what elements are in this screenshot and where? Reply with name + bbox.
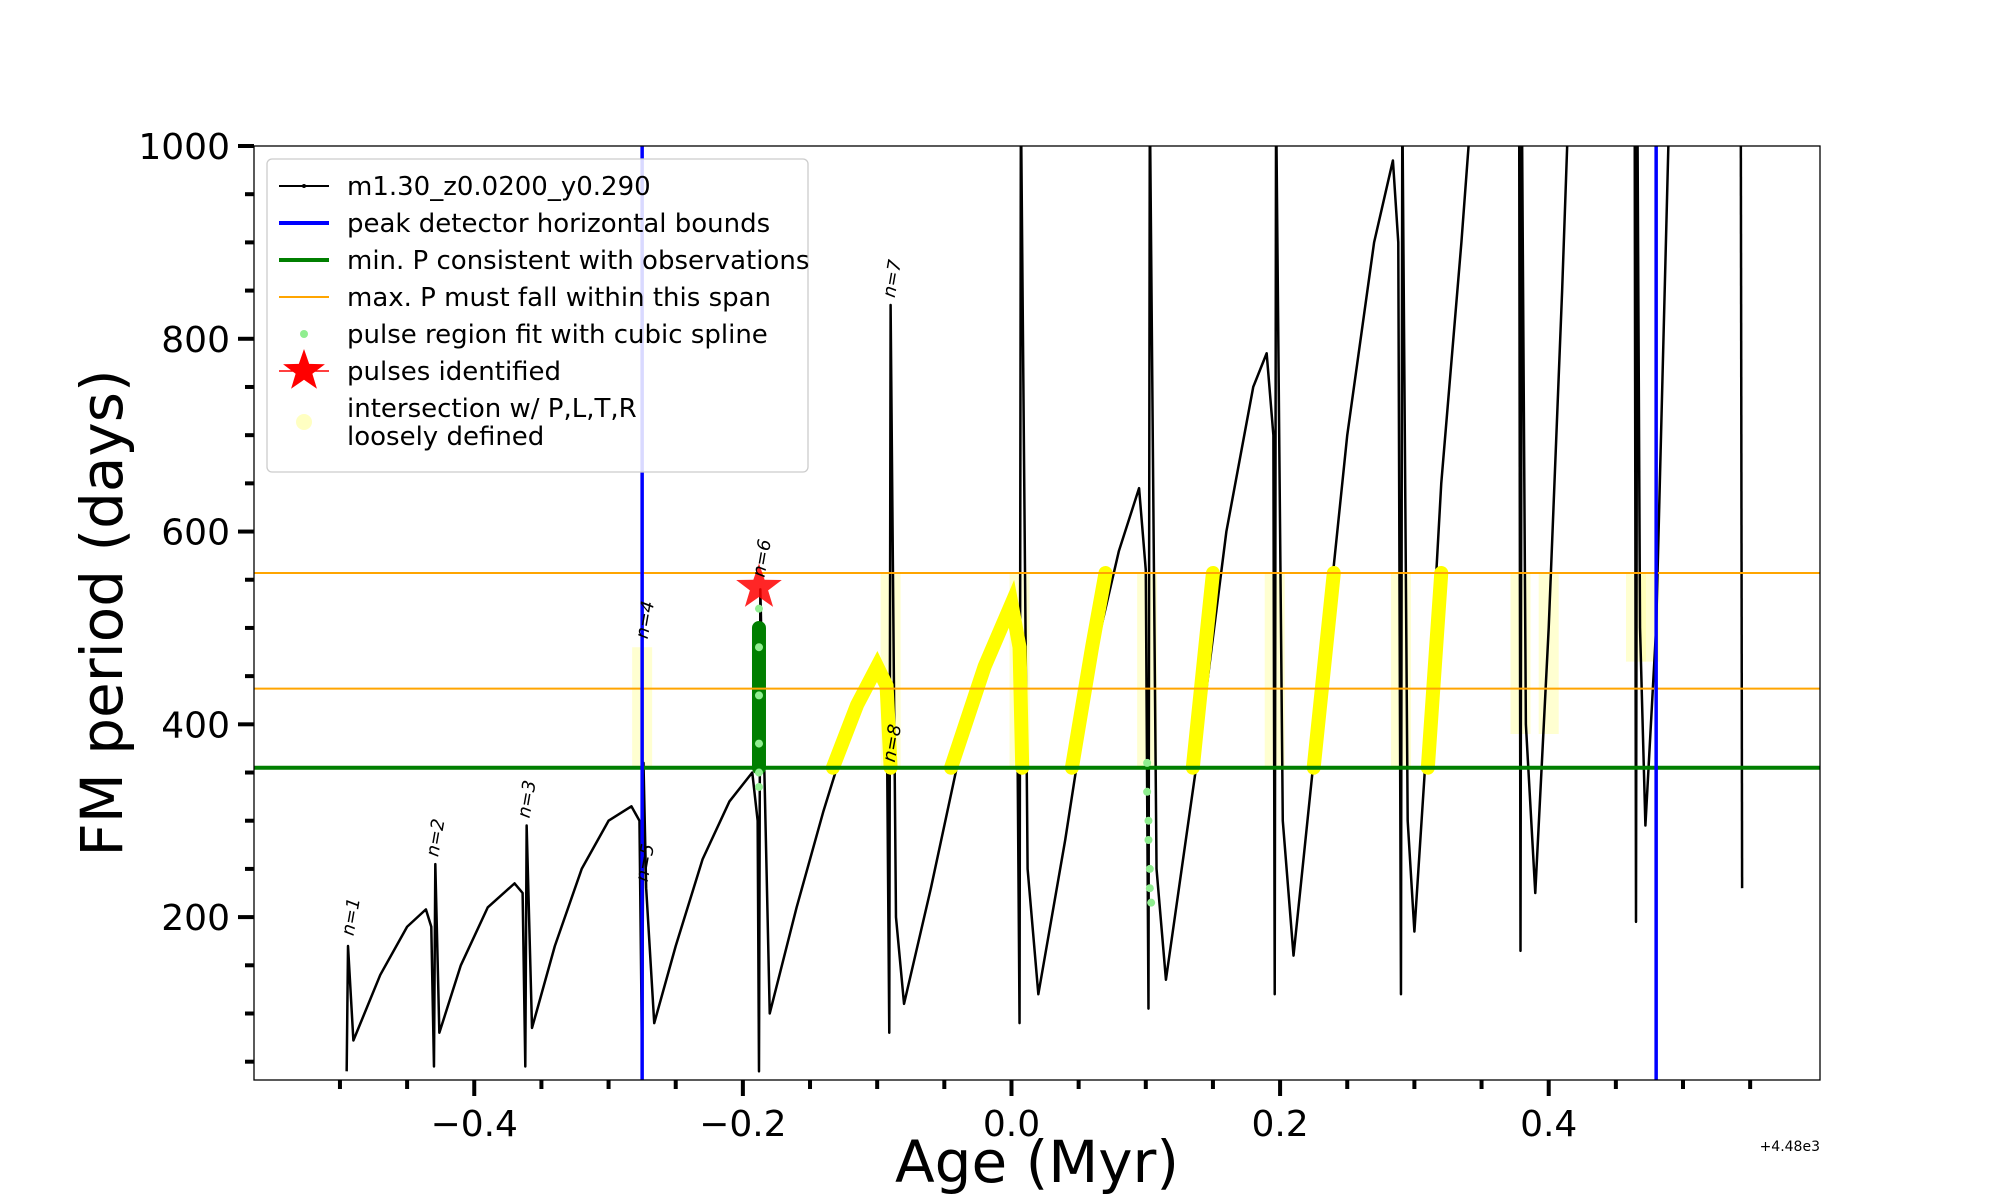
legend-label: peak detector horizontal bounds xyxy=(347,209,770,239)
y-tick-label: 1000 xyxy=(138,127,230,168)
fit-segment xyxy=(1306,565,1341,775)
legend-marker xyxy=(302,184,306,188)
legend-label: pulses identified xyxy=(347,357,561,387)
y-tick-label: 800 xyxy=(161,320,230,361)
pulse-star xyxy=(736,563,782,607)
spline-point xyxy=(754,768,763,777)
legend-label: m1.30_z0.0200_y0.290 xyxy=(347,172,651,202)
fit-segment xyxy=(1064,565,1113,775)
spline-point xyxy=(754,604,763,613)
axes: −0.4 −0.2 0.0 0.2 0.4 200 400 600 800 1000 xyxy=(138,127,1753,1145)
legend-label: pulse region fit with cubic spline xyxy=(347,320,768,350)
model-line xyxy=(1517,146,1569,953)
legend-box xyxy=(266,158,809,473)
y-axis-label: FM period (days) xyxy=(68,369,136,856)
y-tick-label: 400 xyxy=(161,705,230,746)
spline-point xyxy=(1144,816,1153,825)
spline-point xyxy=(754,782,763,791)
spline-point xyxy=(754,739,763,748)
x-tick-label: −0.4 xyxy=(431,1104,518,1145)
y-tick-label: 600 xyxy=(161,513,230,554)
spline-point xyxy=(754,643,763,652)
x-tick-label: 0.0 xyxy=(983,1104,1040,1145)
spline-point xyxy=(1144,835,1153,844)
spline-point xyxy=(1143,758,1152,767)
model-line xyxy=(345,146,1470,1073)
axes-frame xyxy=(253,145,1821,1081)
legend-label: max. P must fall within this span xyxy=(347,283,771,313)
fit-segment xyxy=(944,579,1030,775)
x-axis-label: Age (Myr) xyxy=(895,1128,1179,1196)
legend-marker xyxy=(296,414,312,430)
legend-label: min. P consistent with observations xyxy=(347,246,809,276)
plot-area: n=1n=2n=3n=4n=5n=6n=7n=8 xyxy=(254,146,1820,1080)
spline-point xyxy=(1145,884,1154,893)
x-tick-label: 0.2 xyxy=(1251,1104,1308,1145)
legend-marker xyxy=(283,349,325,389)
model-line xyxy=(1739,146,1744,889)
spline-point xyxy=(754,691,763,700)
x-tick-label: −0.2 xyxy=(699,1104,786,1145)
y-tick-label: 200 xyxy=(161,898,230,939)
x-tick-label: 0.4 xyxy=(1520,1104,1577,1145)
spline-point xyxy=(1147,898,1156,907)
legend-label: intersection w/ P,L,T,R loosely defined xyxy=(347,394,637,452)
legend-marker xyxy=(300,330,308,338)
fit-segment xyxy=(1420,565,1449,775)
fit-segment xyxy=(825,650,898,775)
spline-point xyxy=(1143,787,1152,796)
x-offset-label: +4.48e3 xyxy=(1760,1139,1820,1155)
fit-segment xyxy=(1185,565,1220,775)
spline-point xyxy=(1145,864,1154,873)
